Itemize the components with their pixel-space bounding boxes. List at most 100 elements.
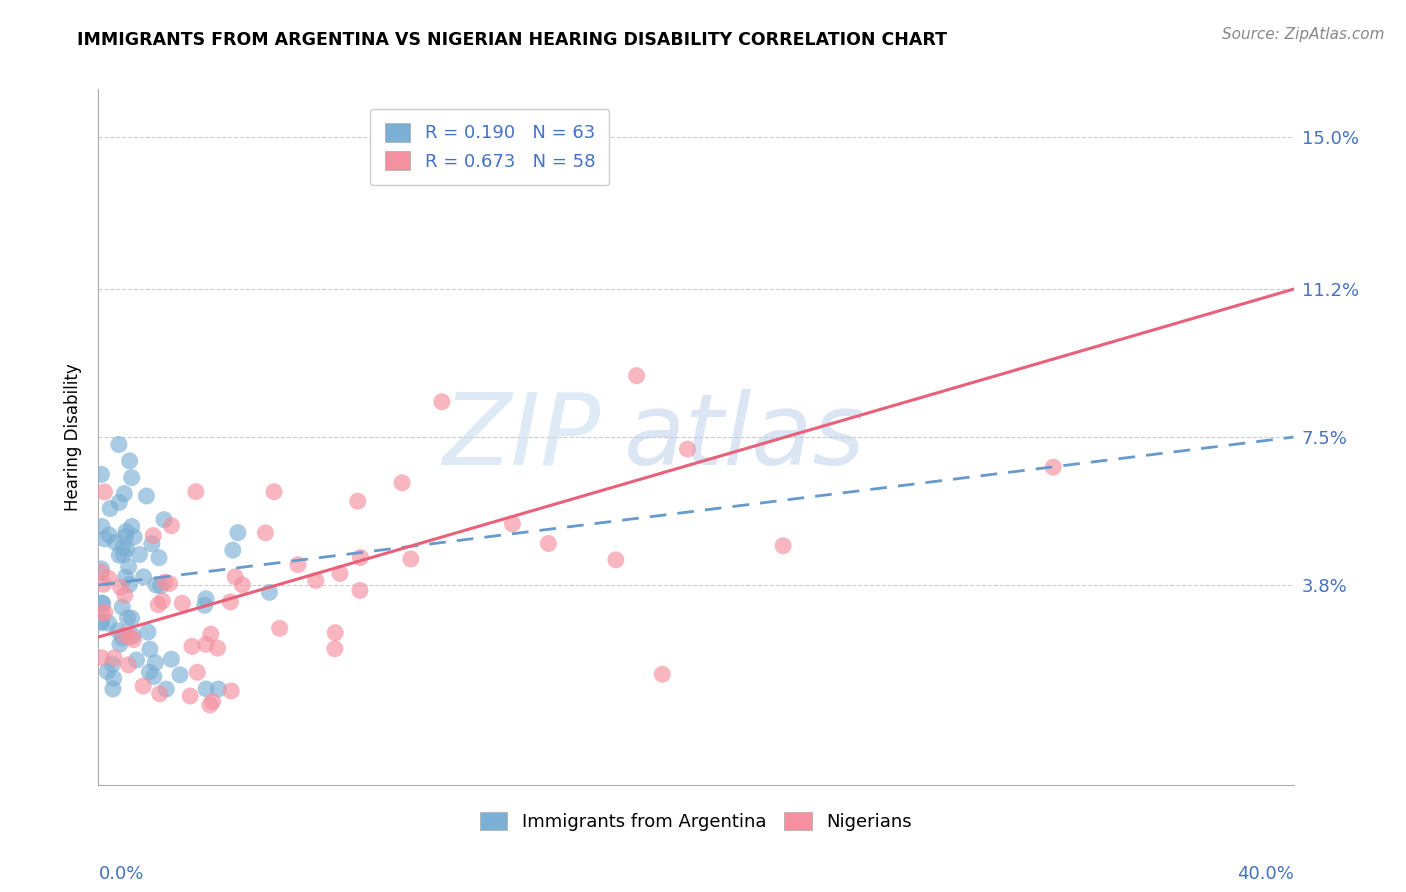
Point <box>132 679 155 693</box>
Point <box>287 558 309 572</box>
Point <box>135 489 157 503</box>
Point <box>254 525 277 540</box>
Y-axis label: Hearing Disability: Hearing Disability <box>65 363 83 511</box>
Point <box>537 536 560 550</box>
Point <box>121 519 143 533</box>
Point <box>121 611 143 625</box>
Point <box>181 640 204 654</box>
Text: Source: ZipAtlas.com: Source: ZipAtlas.com <box>1222 27 1385 42</box>
Point <box>772 539 794 553</box>
Point <box>160 652 183 666</box>
Point <box>195 681 218 696</box>
Point <box>118 577 141 591</box>
Point <box>139 642 162 657</box>
Point <box>117 611 139 625</box>
Point <box>153 575 176 590</box>
Point <box>159 576 181 591</box>
Point <box>263 484 285 499</box>
Point <box>114 530 136 544</box>
Point <box>329 566 352 581</box>
Point <box>90 650 112 665</box>
Point <box>110 580 132 594</box>
Point <box>172 596 194 610</box>
Point <box>136 625 159 640</box>
Point <box>107 624 129 638</box>
Text: ZIP: ZIP <box>441 389 600 485</box>
Point <box>269 621 291 635</box>
Point <box>117 657 139 672</box>
Point <box>121 470 143 484</box>
Point <box>112 548 135 562</box>
Point <box>125 653 148 667</box>
Point <box>101 657 124 672</box>
Point <box>605 553 627 567</box>
Point <box>114 588 136 602</box>
Point <box>142 669 165 683</box>
Point <box>114 570 136 584</box>
Point <box>118 454 141 468</box>
Point <box>305 574 328 588</box>
Point <box>198 698 221 712</box>
Point <box>118 559 141 574</box>
Point <box>153 513 176 527</box>
Point <box>231 578 253 592</box>
Point <box>349 550 371 565</box>
Point <box>90 615 112 630</box>
Point <box>101 681 124 696</box>
Point <box>111 631 134 645</box>
Point <box>155 681 177 696</box>
Point <box>207 681 229 696</box>
Point <box>430 394 453 409</box>
Point <box>349 583 371 598</box>
Point <box>104 535 127 549</box>
Point <box>93 484 115 499</box>
Point <box>391 475 413 490</box>
Point <box>143 656 166 670</box>
Point <box>148 598 170 612</box>
Point <box>118 630 141 644</box>
Point <box>194 599 217 613</box>
Point <box>149 579 172 593</box>
Point <box>226 525 249 540</box>
Point <box>94 605 117 619</box>
Point <box>112 486 135 500</box>
Point <box>90 565 112 579</box>
Point <box>91 606 114 620</box>
Point <box>90 596 112 610</box>
Point <box>201 695 224 709</box>
Point <box>98 528 121 542</box>
Text: atlas: atlas <box>624 389 866 485</box>
Point <box>169 668 191 682</box>
Point <box>1042 460 1064 475</box>
Point <box>141 537 163 551</box>
Point <box>676 442 699 456</box>
Point <box>93 577 115 591</box>
Point <box>114 628 136 642</box>
Point <box>111 600 134 615</box>
Point <box>194 591 217 606</box>
Point <box>346 494 368 508</box>
Point <box>259 585 281 599</box>
Point <box>98 501 121 516</box>
Point <box>97 616 120 631</box>
Point <box>97 571 120 585</box>
Point <box>184 484 207 499</box>
Point <box>103 671 125 685</box>
Point <box>149 687 172 701</box>
Point <box>195 637 218 651</box>
Point <box>323 641 346 656</box>
Legend: Immigrants from Argentina, Nigerians: Immigrants from Argentina, Nigerians <box>474 805 918 838</box>
Point <box>115 541 138 556</box>
Point <box>91 597 114 611</box>
Point <box>108 548 131 562</box>
Point <box>323 625 346 640</box>
Point <box>200 627 222 641</box>
Point <box>651 667 673 681</box>
Point <box>160 518 183 533</box>
Point <box>132 570 155 584</box>
Point <box>207 641 229 656</box>
Point <box>96 665 118 679</box>
Point <box>122 530 145 544</box>
Point <box>90 615 112 629</box>
Point <box>115 524 138 539</box>
